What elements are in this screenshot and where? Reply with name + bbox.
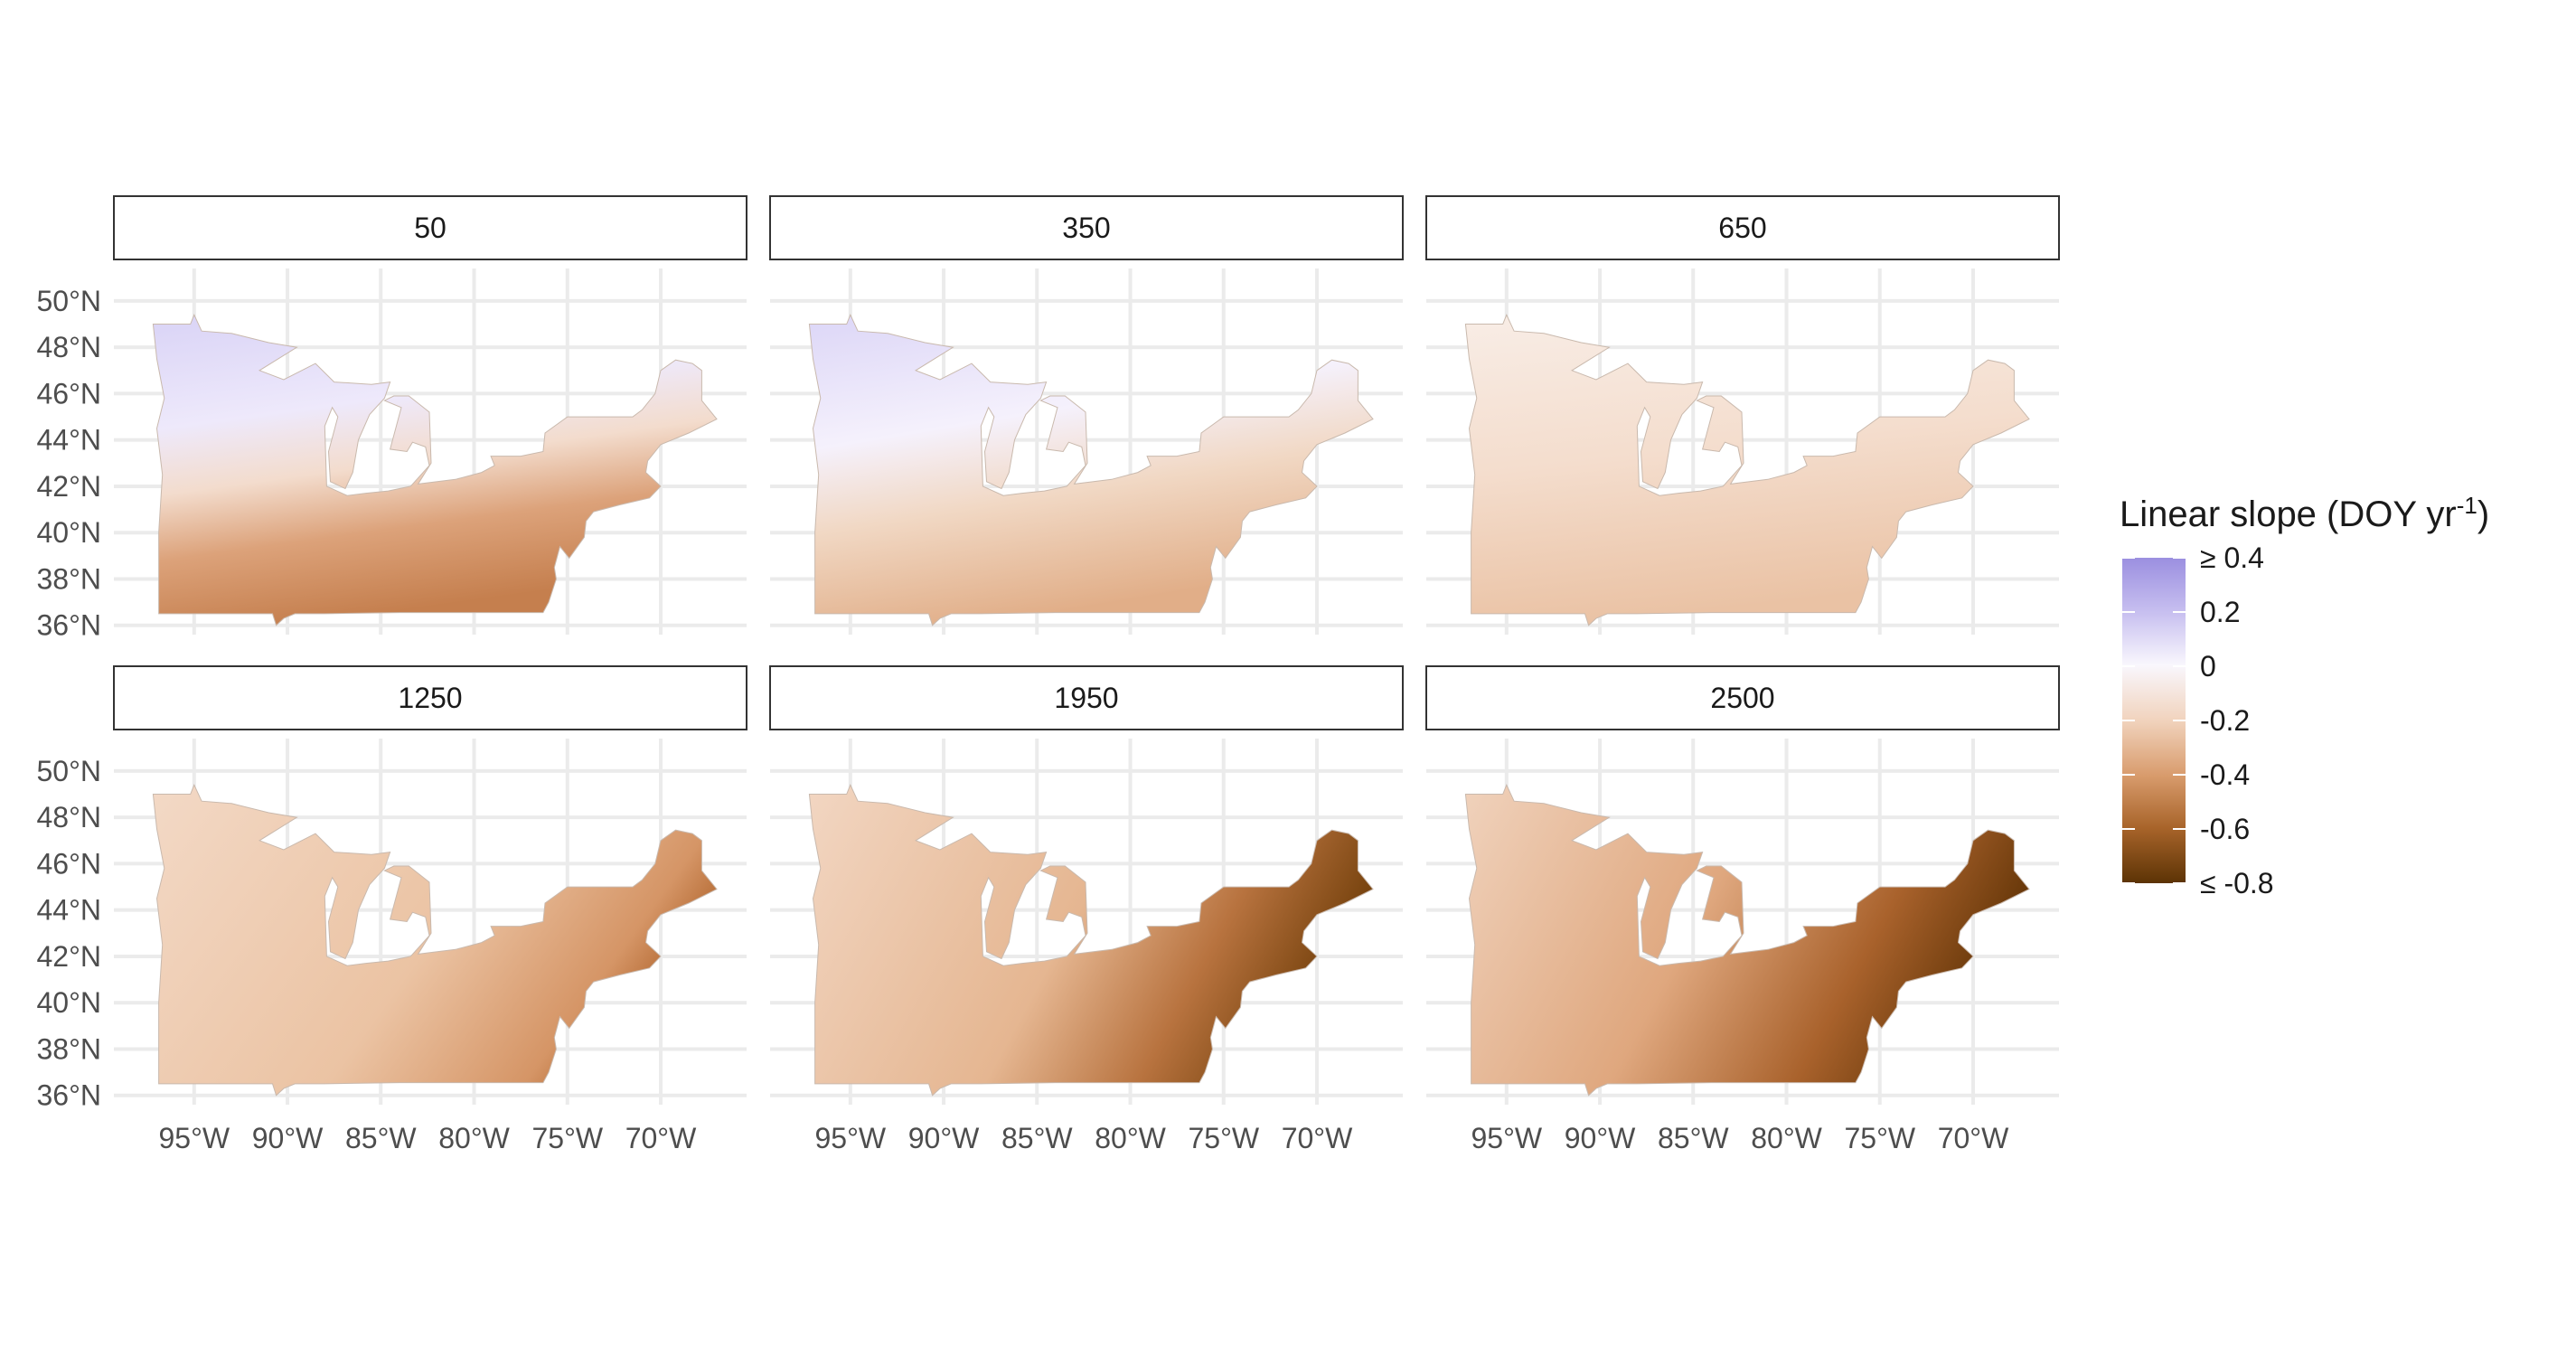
y-tick-label: 36°N — [37, 1079, 102, 1112]
x-tick-label: 85°W — [345, 1122, 417, 1154]
legend-label: -0.4 — [2200, 758, 2250, 791]
facet-panel: 2500 95°W 90°W 85°W 80°W 75°W 70°W — [1425, 665, 2060, 1154]
x-tick-label: 75°W — [1844, 1122, 1915, 1154]
facet-strip-label: 350 — [1062, 212, 1110, 244]
legend-title: Linear slope (DOY yr-1) — [2120, 492, 2489, 534]
x-tick-label: 90°W — [252, 1122, 324, 1154]
facet-panel: 1250 50°N 48°N 46°N 44°N 42°N 40°N 38°N 36°N 95°W… — [37, 665, 747, 1154]
x-tick-label: 75°W — [1188, 1122, 1259, 1154]
x-tick-label: 80°W — [1751, 1122, 1822, 1154]
x-tick-label: 80°W — [438, 1122, 510, 1154]
x-tick-label: 75°W — [531, 1122, 603, 1154]
y-tick-label: 38°N — [37, 562, 102, 595]
facet-strip-label: 50 — [414, 212, 447, 244]
region-raster — [152, 314, 718, 626]
y-tick-label: 48°N — [37, 801, 102, 833]
region-raster — [1464, 784, 2030, 1097]
facet-panels: 50 50°N 48°N 46°N 44°N 42°N 40°N 38°N 36°N 350 650… — [37, 195, 2060, 1154]
x-tick-label: 70°W — [625, 1122, 697, 1154]
region-raster — [808, 314, 1374, 626]
facet-strip-label: 1950 — [1054, 682, 1118, 714]
x-tick-label: 95°W — [1471, 1122, 1542, 1154]
y-tick-label: 38°N — [37, 1032, 102, 1065]
facet-panel: 1950 95°W 90°W 85°W 80°W 75°W 70°W — [769, 665, 1404, 1154]
y-tick-label: 42°N — [37, 470, 102, 503]
y-tick-label: 46°N — [37, 847, 102, 880]
legend-label: -0.2 — [2200, 704, 2250, 737]
y-tick-label: 40°N — [37, 516, 102, 549]
facet-strip — [1425, 195, 2060, 260]
x-tick-label: 90°W — [1565, 1122, 1636, 1154]
color-legend: Linear slope (DOY yr-1) ≥ 0.4 0.2 0 -0.2 -0.… — [2120, 492, 2489, 899]
facet-strip-label: 1250 — [398, 682, 462, 714]
region-raster — [1464, 314, 2030, 626]
x-tick-label: 85°W — [1001, 1122, 1073, 1154]
y-tick-label: 50°N — [37, 755, 102, 787]
x-tick-label: 95°W — [814, 1122, 886, 1154]
y-tick-label: 42°N — [37, 940, 102, 973]
legend-labels: ≥ 0.4 0.2 0 -0.2 -0.4 -0.6 ≤ -0.8 — [2122, 541, 2274, 899]
legend-label: 0.2 — [2200, 596, 2240, 628]
x-tick-label: 90°W — [908, 1122, 980, 1154]
facet-strip-label: 2500 — [1710, 682, 1774, 714]
facet-panel: 50 50°N 48°N 46°N 44°N 42°N 40°N 38°N 36°N — [37, 195, 747, 642]
legend-label: ≤ -0.8 — [2200, 867, 2274, 899]
y-tick-label: 50°N — [37, 285, 102, 317]
y-tick-label: 48°N — [37, 331, 102, 363]
facet-panel: 650 — [1425, 195, 2060, 635]
legend-label: -0.6 — [2200, 813, 2250, 845]
y-tick-label: 40°N — [37, 986, 102, 1019]
legend-label: ≥ 0.4 — [2200, 541, 2264, 574]
facet-strip — [769, 665, 1404, 730]
y-tick-label: 44°N — [37, 894, 102, 927]
y-tick-label: 44°N — [37, 424, 102, 457]
facet-strip — [1425, 665, 2060, 730]
x-tick-label: 70°W — [1938, 1122, 2009, 1154]
x-tick-label: 80°W — [1095, 1122, 1166, 1154]
y-tick-label: 46°N — [37, 377, 102, 410]
x-tick-label: 85°W — [1658, 1122, 1729, 1154]
facet-strip-label: 650 — [1718, 212, 1766, 244]
region-raster — [808, 784, 1374, 1097]
x-tick-label: 70°W — [1282, 1122, 1353, 1154]
facet-panel: 350 — [769, 195, 1404, 635]
legend-label: 0 — [2200, 650, 2216, 683]
y-tick-label: 36°N — [37, 609, 102, 642]
facet-strip — [113, 665, 747, 730]
region-raster — [152, 784, 718, 1097]
facet-strip — [113, 195, 747, 260]
x-tick-label: 95°W — [158, 1122, 230, 1154]
facet-strip — [769, 195, 1404, 260]
